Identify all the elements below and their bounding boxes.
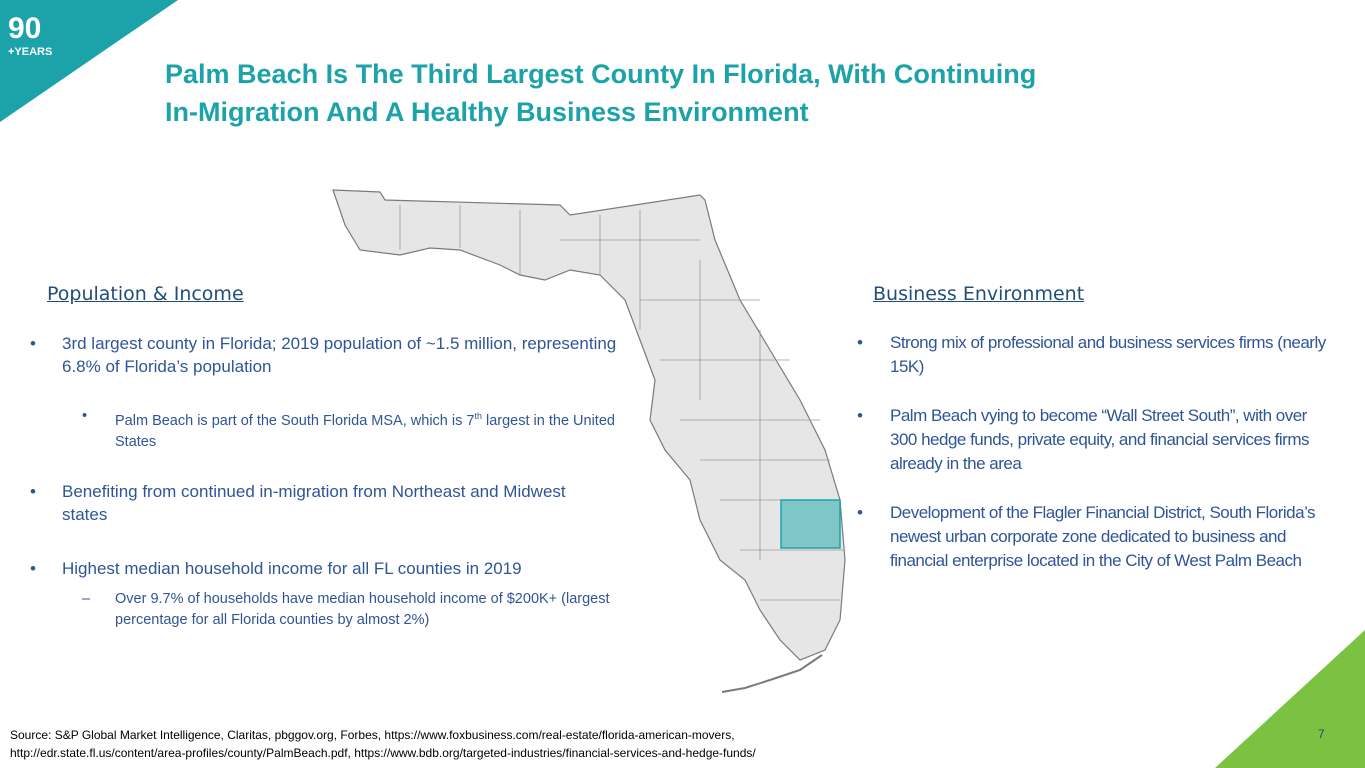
bullet: Highest median household income for all … <box>30 557 642 580</box>
section-heading: Business Environment <box>873 283 1085 305</box>
title-line: Palm Beach Is The Third Largest County I… <box>165 59 1037 89</box>
corner-accent <box>1215 630 1365 768</box>
page-number: 7 <box>1318 727 1325 741</box>
logo-caption: +YEARS <box>8 46 53 58</box>
palm-beach-county <box>780 499 841 549</box>
bullet: Palm Beach vying to become “Wall Street … <box>857 404 1330 476</box>
text: Palm Beach is part of the South Florida … <box>115 412 475 429</box>
section-heading: Population & Income <box>47 283 244 305</box>
sub-bullet: Over 9.7% of households have median hous… <box>30 589 635 631</box>
superscript: th <box>474 411 482 421</box>
logo-number: 90 <box>8 12 42 45</box>
florida-map <box>332 189 846 693</box>
bullet: Strong mix of professional and business … <box>857 331 1340 379</box>
source-line: Source: S&P Global Market Intelligence, … <box>10 728 735 742</box>
bullet: Benefiting from continued in-migration f… <box>30 480 602 526</box>
source-line: http://edr.state.fl.us/content/area-prof… <box>10 746 756 760</box>
sub-bullet: Palm Beach is part of the South Florida … <box>30 406 620 453</box>
logo-corner <box>0 0 178 122</box>
bullet: Development of the Flagler Financial Dis… <box>857 501 1340 573</box>
text: largest in the United States <box>115 412 615 450</box>
title-line: In-Migration And A Healthy Business Envi… <box>165 97 809 127</box>
bullet: 3rd largest county in Florida; 2019 popu… <box>30 332 642 378</box>
